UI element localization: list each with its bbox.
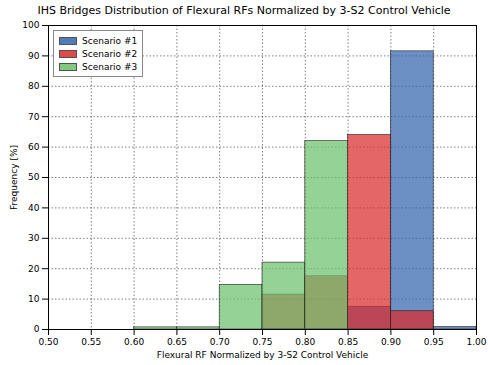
svg-text:0.80: 0.80 [295,337,315,347]
svg-text:0.50: 0.50 [38,337,58,347]
svg-text:0: 0 [34,324,40,334]
svg-text:90: 90 [28,51,40,61]
svg-text:30: 30 [28,233,40,243]
svg-text:80: 80 [28,81,40,91]
svg-text:0.60: 0.60 [124,337,144,347]
svg-text:20: 20 [28,264,40,274]
svg-text:Frequency [%]: Frequency [%] [9,145,19,210]
svg-text:40: 40 [28,203,40,213]
svg-text:70: 70 [28,112,40,122]
svg-text:1.00: 1.00 [466,337,486,347]
svg-text:0.85: 0.85 [338,337,358,347]
html-text:Scenario #2: Scenario #2 [82,48,138,59]
svg-text:0.65: 0.65 [167,337,187,347]
html-text:Scenario #1: Scenario #1 [82,35,138,46]
svg-text:60: 60 [28,142,40,152]
svg-text:0.95: 0.95 [424,337,444,347]
svg-text:0.55: 0.55 [81,337,101,347]
svg-text:Flexural RF Normalized by 3-S2: Flexural RF Normalized by 3-S2 Control V… [157,350,369,360]
svg-text:0.70: 0.70 [210,337,230,347]
svg-text:100: 100 [22,20,39,30]
svg-text:10: 10 [28,294,40,304]
svg-text:50: 50 [28,172,40,182]
svg-text:0.75: 0.75 [252,337,272,347]
html-text:Scenario #3: Scenario #3 [82,61,138,72]
html-text:IHS Bridges Distribution of Fl: IHS Bridges Distribution of Flexural RFs… [37,4,451,17]
svg-text:0.90: 0.90 [381,337,401,347]
